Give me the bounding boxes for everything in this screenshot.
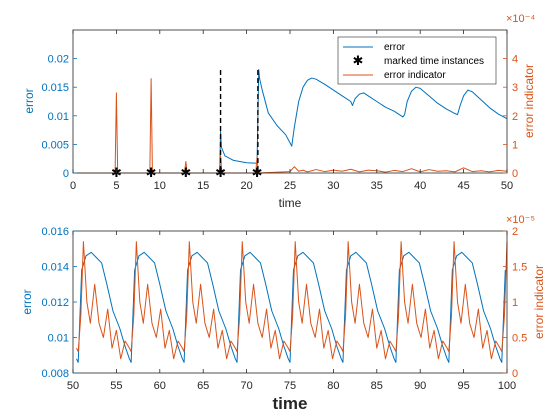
ax1-x-tick-label: 70 xyxy=(240,380,252,392)
ax0-x-tick-label: 5 xyxy=(113,180,119,192)
top-right-exponent-label: ×10⁻⁴ xyxy=(506,13,535,25)
bottom-subplot: 50 55 60 65 70 75 80 85 90 95 100 0.008 0.01 0.012 0.0… xyxy=(20,214,546,413)
ax0-left-y-tick-label: 0 xyxy=(63,168,69,180)
top-x-axis-label: time xyxy=(279,196,302,210)
error-indicator-line xyxy=(73,78,508,174)
legend-error-label: error xyxy=(384,42,406,53)
ax0-right-y-tick-label: 0 xyxy=(512,168,518,180)
ax1-right-y-tick-label: 2 xyxy=(512,226,518,238)
ax1-x-tick-label: 100 xyxy=(498,380,516,392)
ax1-x-tick-label: 85 xyxy=(371,380,383,392)
marked-time-point: ✱ xyxy=(215,165,226,180)
ax1-left-y-tick-label: 0.012 xyxy=(41,297,69,309)
error-line xyxy=(76,251,506,363)
marked-time-point: ✱ xyxy=(252,165,263,180)
ax0-x-tick-label: 40 xyxy=(414,180,426,192)
ax0-x-tick-label: 10 xyxy=(154,180,166,192)
ax1-left-y-tick-label: 0.014 xyxy=(41,262,69,274)
ax1-x-tick-label: 55 xyxy=(110,380,122,392)
ax1-x-tick-label: 80 xyxy=(327,380,339,392)
ax1-x-tick-label: 95 xyxy=(457,380,469,392)
legend: error ✱ marked time instances error indi… xyxy=(337,36,497,85)
ax0-x-tick-label: 20 xyxy=(240,180,252,192)
ax1-left-y-tick-label: 0.016 xyxy=(41,226,69,238)
ax1-x-tick-label: 65 xyxy=(197,380,209,392)
ax0-x-tick-label: 25 xyxy=(284,180,296,192)
ax1-right-y-tick-label: 1 xyxy=(512,297,518,309)
ax1-right-y-tick-label: 0.5 xyxy=(512,333,527,345)
legend-indicator-label: error indicator xyxy=(384,70,446,81)
error-indicator-line xyxy=(76,241,508,360)
bottom-x-axis-label: time xyxy=(273,394,308,413)
top-left-y-axis-label: error xyxy=(22,88,36,113)
ax0-x-tick-label: 30 xyxy=(327,180,339,192)
ax1-x-tick-label: 90 xyxy=(414,380,426,392)
legend-marker-swatch: ✱ xyxy=(353,53,364,68)
ax0-x-tick-label: 45 xyxy=(457,180,469,192)
ax1-x-tick-label: 60 xyxy=(154,380,166,392)
ax1-x-tick-label: 50 xyxy=(67,380,79,392)
legend-box xyxy=(337,36,497,85)
bottom-left-y-axis-label: error xyxy=(20,289,34,314)
bottom-right-exponent-label: ×10⁻⁵ xyxy=(506,214,535,226)
ax0-x-tick-label: 35 xyxy=(371,180,383,192)
marked-time-point: ✱ xyxy=(180,165,191,180)
legend-marked-label: marked time instances xyxy=(384,56,484,67)
ax0-right-y-tick-label: 3 xyxy=(512,82,518,94)
ax0-x-tick-label: 0 xyxy=(70,180,76,192)
top-right-y-axis-label: error indicator xyxy=(522,64,536,138)
ax0-x-tick-label: 50 xyxy=(501,180,513,192)
marked-time-point: ✱ xyxy=(146,165,157,180)
ax0-left-y-tick-label: 0.01 xyxy=(48,111,69,123)
bottom-right-y-axis-label: error indicator xyxy=(532,265,546,339)
ax0-left-y-tick-label: 0.005 xyxy=(41,139,69,151)
ax1-right-y-tick-label: 1.5 xyxy=(512,262,527,274)
ax0-left-y-tick-label: 0.02 xyxy=(48,54,69,66)
ax1-right-y-tick-label: 0 xyxy=(512,368,518,380)
ax0-left-y-tick-label: 0.015 xyxy=(41,82,69,94)
ax0-right-y-tick-label: 4 xyxy=(512,54,518,66)
top-subplot: ✱ ✱ ✱ ✱ ✱ 0 5 10 15 20 25 30 35 40 45 5000.0050.010.01… xyxy=(22,13,536,210)
error-line xyxy=(73,68,508,174)
ax1-left-y-tick-label: 0.008 xyxy=(41,368,69,380)
top-ticks: 0 5 10 15 20 25 30 35 40 45 5000.0050.010.0150.020… xyxy=(41,30,518,192)
bottom-plot-area xyxy=(76,241,508,363)
ax0-x-tick-label: 15 xyxy=(197,180,209,192)
ax0-right-y-tick-label: 1 xyxy=(512,139,518,151)
ax1-x-tick-label: 75 xyxy=(284,380,296,392)
ax0-right-y-tick-label: 2 xyxy=(512,111,518,123)
bottom-ticks: 50 55 60 65 70 75 80 85 90 95 100 0.008 0.01 0.012 0.0… xyxy=(41,226,527,392)
ax1-left-y-tick-label: 0.01 xyxy=(48,333,69,345)
